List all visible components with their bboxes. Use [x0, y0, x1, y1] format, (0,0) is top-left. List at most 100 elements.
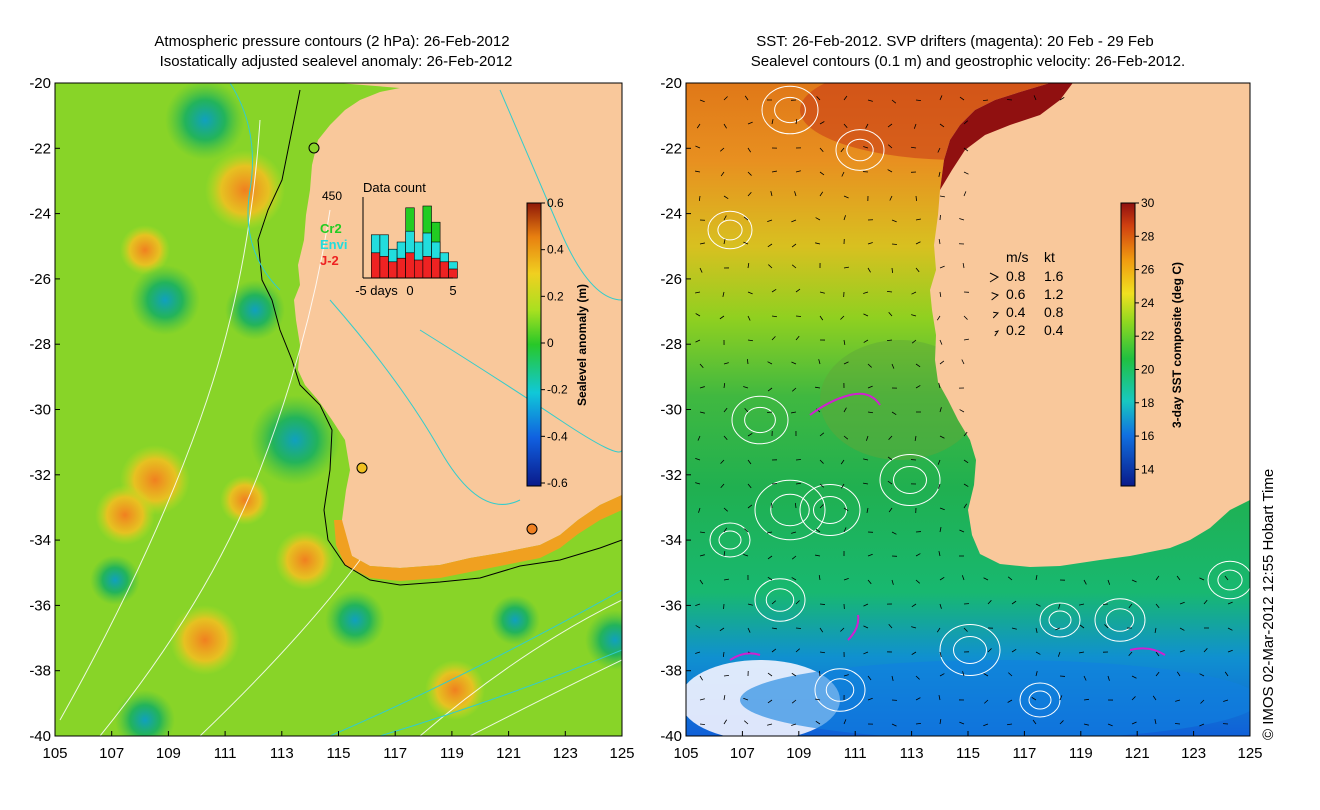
velocity-arrow — [699, 675, 703, 681]
velocity-arrow — [743, 697, 749, 701]
velocity-arrow — [843, 674, 849, 677]
velocity-arrow — [963, 147, 969, 152]
sealevel-eddy-contour — [744, 406, 776, 434]
colorbar-tick-label: 30 — [1141, 196, 1155, 210]
velocity-arrow — [1155, 671, 1160, 677]
tide-gauge-marker — [526, 523, 538, 535]
colorbar-tick-label: 0.2 — [547, 289, 564, 303]
velocity-arrow — [771, 336, 776, 341]
sla-high — [95, 485, 155, 545]
velocity-arrow — [963, 459, 969, 464]
velocity-arrow — [840, 315, 845, 320]
velocity-arrow — [867, 363, 872, 368]
velocity-arrow — [743, 216, 749, 221]
colorbar-tick-label: 18 — [1141, 396, 1155, 410]
velocity-arrow — [794, 502, 797, 509]
velocity-arrow — [1059, 720, 1064, 725]
lat-tick-label: -34 — [660, 532, 682, 549]
colorbar-tick-label: -0.4 — [547, 429, 568, 443]
velocity-arrow — [744, 528, 749, 533]
velocity-arrow — [699, 579, 704, 585]
velocity-arrow — [843, 361, 849, 365]
velocity-arrow — [1058, 603, 1061, 609]
velocity-arrow — [915, 218, 921, 221]
lon-tick-label: 107 — [99, 745, 124, 762]
velocity-arrow — [695, 457, 701, 461]
velocity-arrow — [843, 435, 849, 440]
velocity-arrow — [815, 242, 821, 245]
velocity-arrow — [744, 95, 749, 101]
velocity-arrow — [866, 435, 869, 441]
velocity-arrow — [913, 123, 917, 129]
velocity-arrow — [863, 339, 869, 343]
velocity-arrow — [816, 96, 821, 101]
velocity-arrow — [1155, 603, 1160, 609]
velocity-arrow — [863, 291, 869, 294]
velocity-arrow — [939, 339, 943, 345]
shelf-break-contour — [257, 89, 622, 586]
velocity-arrow — [915, 553, 921, 557]
lat-tick-label: -24 — [29, 206, 51, 223]
velocity-arrow — [1007, 576, 1013, 581]
velocity-arrow — [1083, 723, 1089, 726]
sealevel-eddy-contour — [1028, 690, 1052, 710]
velocity-arrow — [1224, 575, 1229, 581]
hot-coastal-sst — [940, 83, 1073, 190]
velocity-arrow — [747, 459, 752, 465]
colorbar-tick-label: 22 — [1141, 329, 1155, 343]
velocity-arrow — [915, 363, 921, 368]
velocity-arrow — [915, 722, 922, 725]
velocity-arrow — [1008, 672, 1013, 677]
velocity-arrow — [863, 313, 869, 317]
lon-tick-label: 119 — [440, 745, 464, 762]
velocity-arrow — [891, 675, 894, 681]
inset-xtick: 0 — [406, 283, 413, 298]
inset-bar-j2 — [405, 252, 415, 279]
velocity-arrow — [915, 99, 922, 101]
sealevel-eddy-contour — [835, 129, 885, 171]
velocity-arrow — [1104, 624, 1109, 629]
geostrophic-velocity-arrows — [695, 95, 1233, 727]
svp-drifter-tracks — [729, 392, 1166, 661]
velocity-arrow — [791, 723, 797, 726]
velocity-arrow — [1059, 97, 1065, 101]
colorbar-tick-label: 0.4 — [547, 243, 564, 257]
velocity-arrow — [867, 99, 873, 102]
velocity-arrow — [819, 670, 821, 677]
velocity-arrow — [843, 339, 846, 345]
velocity-arrow — [795, 119, 798, 125]
velocity-arrow — [767, 699, 773, 704]
velocity-arrow — [911, 314, 917, 317]
velocity-arrow — [961, 359, 965, 365]
velocity-arrow — [819, 191, 824, 197]
tide-gauge-marker — [308, 142, 320, 154]
velocity-arrow — [1079, 651, 1085, 654]
lon-tick-label: 111 — [214, 745, 237, 762]
velocity-arrow — [743, 720, 749, 725]
sla-colorbar: 0.6 0.4 0.2 0 -0.2 -0.4 -0.6 Sealevel anomaly … — [526, 196, 589, 490]
cyan-contours — [229, 83, 622, 736]
velocity-legend-kt: 0.4 — [1044, 322, 1064, 338]
velocity-arrow — [791, 577, 797, 581]
velocity-arrow — [886, 291, 893, 293]
velocity-arrow — [936, 627, 941, 633]
velocity-arrow — [911, 651, 917, 655]
velocity-arrow — [771, 315, 778, 318]
right-longitude-ticks: 105 107 109 111 113 115 117 119 121 123 125 — [673, 731, 1263, 762]
velocity-arrow — [911, 603, 917, 608]
velocity-arrow — [887, 480, 893, 485]
velocity-arrow — [1155, 651, 1160, 657]
velocity-arrow — [961, 575, 965, 581]
velocity-arrow — [723, 123, 727, 129]
sealevel-eddy-contour — [953, 636, 987, 664]
velocity-arrow — [723, 695, 726, 701]
lat-tick-label: -40 — [29, 728, 51, 745]
colorbar-tick-label: -0.2 — [547, 383, 568, 397]
velocity-arrow — [695, 291, 701, 294]
lon-tick-label: 105 — [673, 745, 698, 762]
velocity-arrow — [819, 432, 825, 437]
data-count-inset: Data count 450 Cr2 Envi J-2 -5 days 0 5 — [320, 180, 458, 298]
velocity-arrow — [720, 171, 725, 177]
sla-low — [130, 265, 200, 335]
